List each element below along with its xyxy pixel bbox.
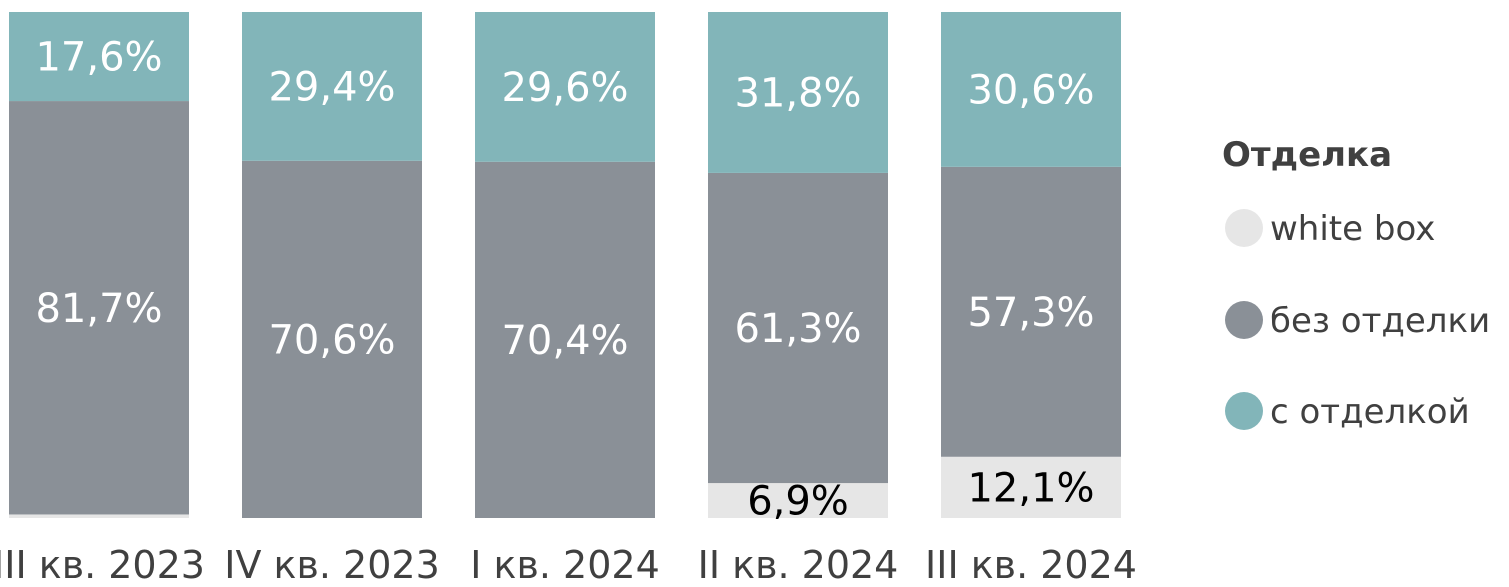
bar-5-segment-1: [941, 456, 1121, 518]
bar-1-segment-3: [9, 12, 189, 102]
data-label-4-3: 31,8%: [734, 70, 861, 116]
data-label-5-2: 57,3%: [967, 290, 1094, 336]
x-tick-label-3: I кв. 2024: [470, 543, 660, 587]
data-label-5-3: 30,6%: [967, 67, 1094, 113]
data-label-2-2: 70,6%: [268, 317, 395, 363]
bar-5-segment-2: [941, 166, 1121, 457]
bar-4-segment-3: [708, 12, 888, 173]
x-tick-label-5: III кв. 2024: [925, 543, 1137, 587]
x-tick-label-1: III кв. 2023: [0, 543, 205, 587]
bar-4-segment-1: [708, 483, 888, 518]
data-label-3-2: 70,4%: [501, 318, 628, 364]
bar-2-segment-2: [242, 160, 422, 518]
legend-swatch-3: [1225, 392, 1263, 430]
data-labels-group: 81,7% 17,6% 70,6% 29,4% 70,4% 29,6% 6,9% 61,3% 3…: [35, 35, 1094, 525]
data-label-5-1: 12,1%: [967, 465, 1094, 511]
data-label-1-2: 81,7%: [35, 286, 162, 332]
x-tick-label-4: II кв. 2024: [698, 543, 899, 587]
bar-4-segment-2: [708, 172, 888, 484]
legend-label-3: с отделкой: [1270, 392, 1470, 432]
bar-2-segment-3: [242, 12, 422, 161]
bar-1-segment-2: [9, 101, 189, 515]
bar-1-segment-1: [9, 514, 189, 518]
x-tick-label-2: IV кв. 2023: [224, 543, 440, 587]
legend: Отделка white box без отделки с отделкой: [1222, 135, 1490, 432]
bars-group: [9, 12, 1121, 518]
data-label-1-3: 17,6%: [35, 35, 162, 81]
legend-swatch-1: [1225, 209, 1263, 247]
legend-label-2: без отделки: [1270, 301, 1490, 341]
legend-swatch-2: [1225, 301, 1263, 339]
legend-title: Отделка: [1222, 135, 1392, 175]
bar-3-segment-3: [475, 12, 655, 162]
data-label-2-3: 29,4%: [268, 64, 395, 110]
data-label-3-3: 29,6%: [501, 65, 628, 111]
bar-5-segment-3: [941, 12, 1121, 167]
bar-3-segment-2: [475, 161, 655, 518]
data-label-4-1: 6,9%: [747, 479, 849, 525]
legend-label-1: white box: [1270, 209, 1435, 249]
data-label-4-2: 61,3%: [734, 306, 861, 352]
x-axis-ticks: III кв. 2023 IV кв. 2023 I кв. 2024 II кв. …: [0, 543, 1137, 587]
